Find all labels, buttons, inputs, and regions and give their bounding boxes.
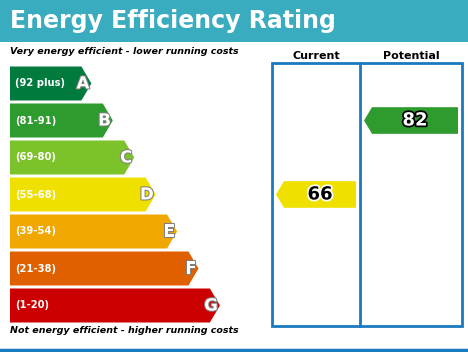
Text: C: C: [120, 149, 132, 166]
Polygon shape: [364, 107, 458, 134]
Text: 66: 66: [307, 186, 332, 203]
Polygon shape: [10, 140, 134, 175]
Text: A: A: [77, 75, 89, 93]
Polygon shape: [10, 67, 91, 101]
Text: (55-68): (55-68): [15, 189, 56, 200]
Text: E: E: [164, 222, 175, 240]
Text: Very energy efficient - lower running costs: Very energy efficient - lower running co…: [10, 47, 239, 56]
Text: (21-38): (21-38): [15, 264, 56, 274]
Polygon shape: [10, 289, 220, 322]
Text: 82: 82: [402, 112, 428, 130]
Text: (92 plus): (92 plus): [15, 78, 65, 88]
Polygon shape: [10, 177, 156, 212]
Text: Not energy efficient - higher running costs: Not energy efficient - higher running co…: [10, 326, 239, 335]
Text: B: B: [98, 112, 111, 130]
Text: (1-20): (1-20): [15, 301, 49, 310]
Text: Potential: Potential: [383, 51, 439, 61]
Text: (39-54): (39-54): [15, 226, 56, 237]
Polygon shape: [10, 251, 198, 285]
Text: (69-80): (69-80): [15, 152, 56, 163]
Polygon shape: [10, 103, 113, 138]
Text: F: F: [185, 259, 197, 277]
Bar: [0, 0, 468, 42]
Text: Energy Efficiency Rating: Energy Efficiency Rating: [10, 9, 336, 33]
Bar: [272, 63, 462, 326]
Text: D: D: [140, 186, 154, 203]
Polygon shape: [276, 181, 356, 208]
Text: G: G: [204, 296, 218, 314]
Text: Current: Current: [292, 51, 340, 61]
Polygon shape: [10, 214, 177, 249]
Text: (81-91): (81-91): [15, 115, 56, 126]
